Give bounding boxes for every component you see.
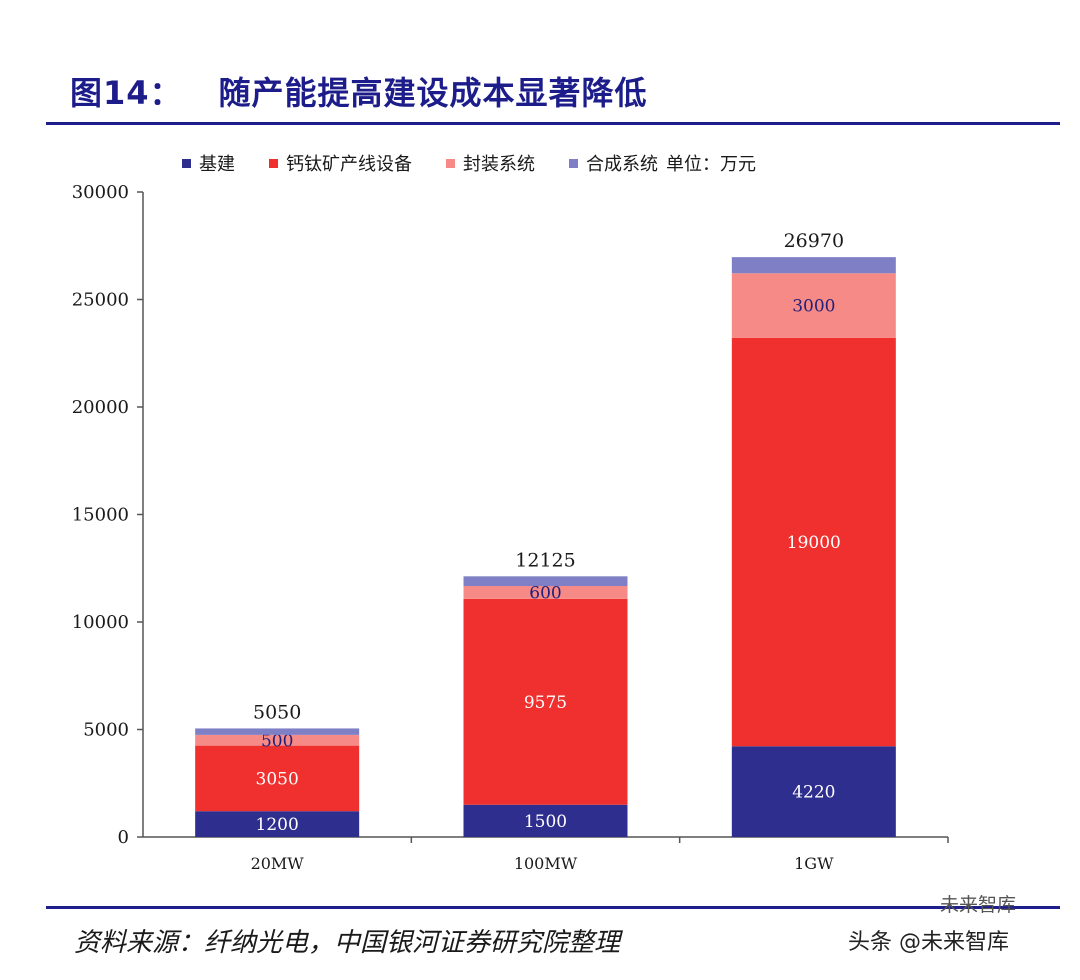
bar-segment	[195, 745, 360, 812]
legend-item-synthesis: 合成系统 单位：万元	[569, 150, 756, 176]
bar-segment	[731, 273, 896, 338]
x-tick-label: 20MW	[251, 854, 305, 873]
legend-swatch	[446, 158, 455, 168]
legend-label: 基建	[199, 154, 235, 175]
bar-segment	[463, 585, 628, 599]
legend: 基建 钙钛矿产线设备 封装系统 合成系统 单位：万元	[182, 150, 756, 176]
data-label: 3050	[256, 769, 299, 789]
legend-label: 合成系统	[586, 154, 658, 175]
bar-segment	[731, 257, 896, 274]
y-tick-label: 5000	[83, 720, 129, 741]
data-label: 600	[529, 583, 561, 603]
legend-item-packaging: 封装系统	[446, 150, 535, 176]
x-tick-label: 100MW	[514, 854, 578, 873]
y-tick-label: 10000	[72, 612, 129, 633]
total-label: 12125	[515, 549, 575, 571]
watermark: 头条 @未来智库	[848, 930, 1009, 955]
data-label: 500	[261, 731, 293, 751]
total-label: 26970	[784, 230, 844, 252]
data-label: 9575	[524, 693, 567, 713]
legend-item-equipment: 钙钛矿产线设备	[269, 150, 412, 176]
data-label: 3000	[792, 297, 835, 317]
bar-segment	[195, 728, 360, 735]
source-note: 资料来源：纤纳光电，中国银河证券研究院整理	[74, 928, 621, 958]
data-label: 1500	[524, 812, 567, 832]
bar-segment	[463, 576, 628, 586]
bar-segment	[463, 598, 628, 805]
bar-segment	[731, 337, 896, 747]
unit-label: 单位：万元	[666, 154, 756, 175]
x-tick-label: 1GW	[794, 854, 834, 873]
legend-swatch	[569, 158, 578, 168]
chart-title: 图14： 随产能提高建设成本显著降低	[70, 68, 648, 114]
legend-label: 钙钛矿产线设备	[286, 154, 412, 175]
y-tick-label: 25000	[72, 290, 129, 311]
bottom-divider	[46, 906, 1060, 909]
bar-segment	[195, 811, 360, 837]
data-label: 4220	[792, 783, 835, 803]
bar-segment	[195, 734, 360, 746]
title-text: 随产能提高建设成本显著降低	[218, 74, 648, 112]
legend-label: 封装系统	[463, 154, 535, 175]
total-label: 5050	[253, 701, 301, 723]
y-tick-label: 15000	[72, 505, 129, 526]
watermark-brand: 未来智库	[940, 894, 1017, 916]
legend-swatch	[182, 158, 191, 168]
data-label: 1200	[256, 815, 299, 835]
data-label: 19000	[787, 533, 841, 553]
y-tick-label: 0	[118, 827, 129, 848]
bar-segment	[463, 804, 628, 837]
top-divider	[46, 122, 1060, 125]
y-tick-label: 30000	[72, 182, 129, 203]
figure-label: 图14：	[70, 74, 183, 112]
legend-item-base: 基建	[182, 150, 235, 176]
legend-swatch	[269, 158, 278, 168]
y-tick-label: 20000	[72, 397, 129, 418]
bar-segment	[731, 746, 896, 837]
